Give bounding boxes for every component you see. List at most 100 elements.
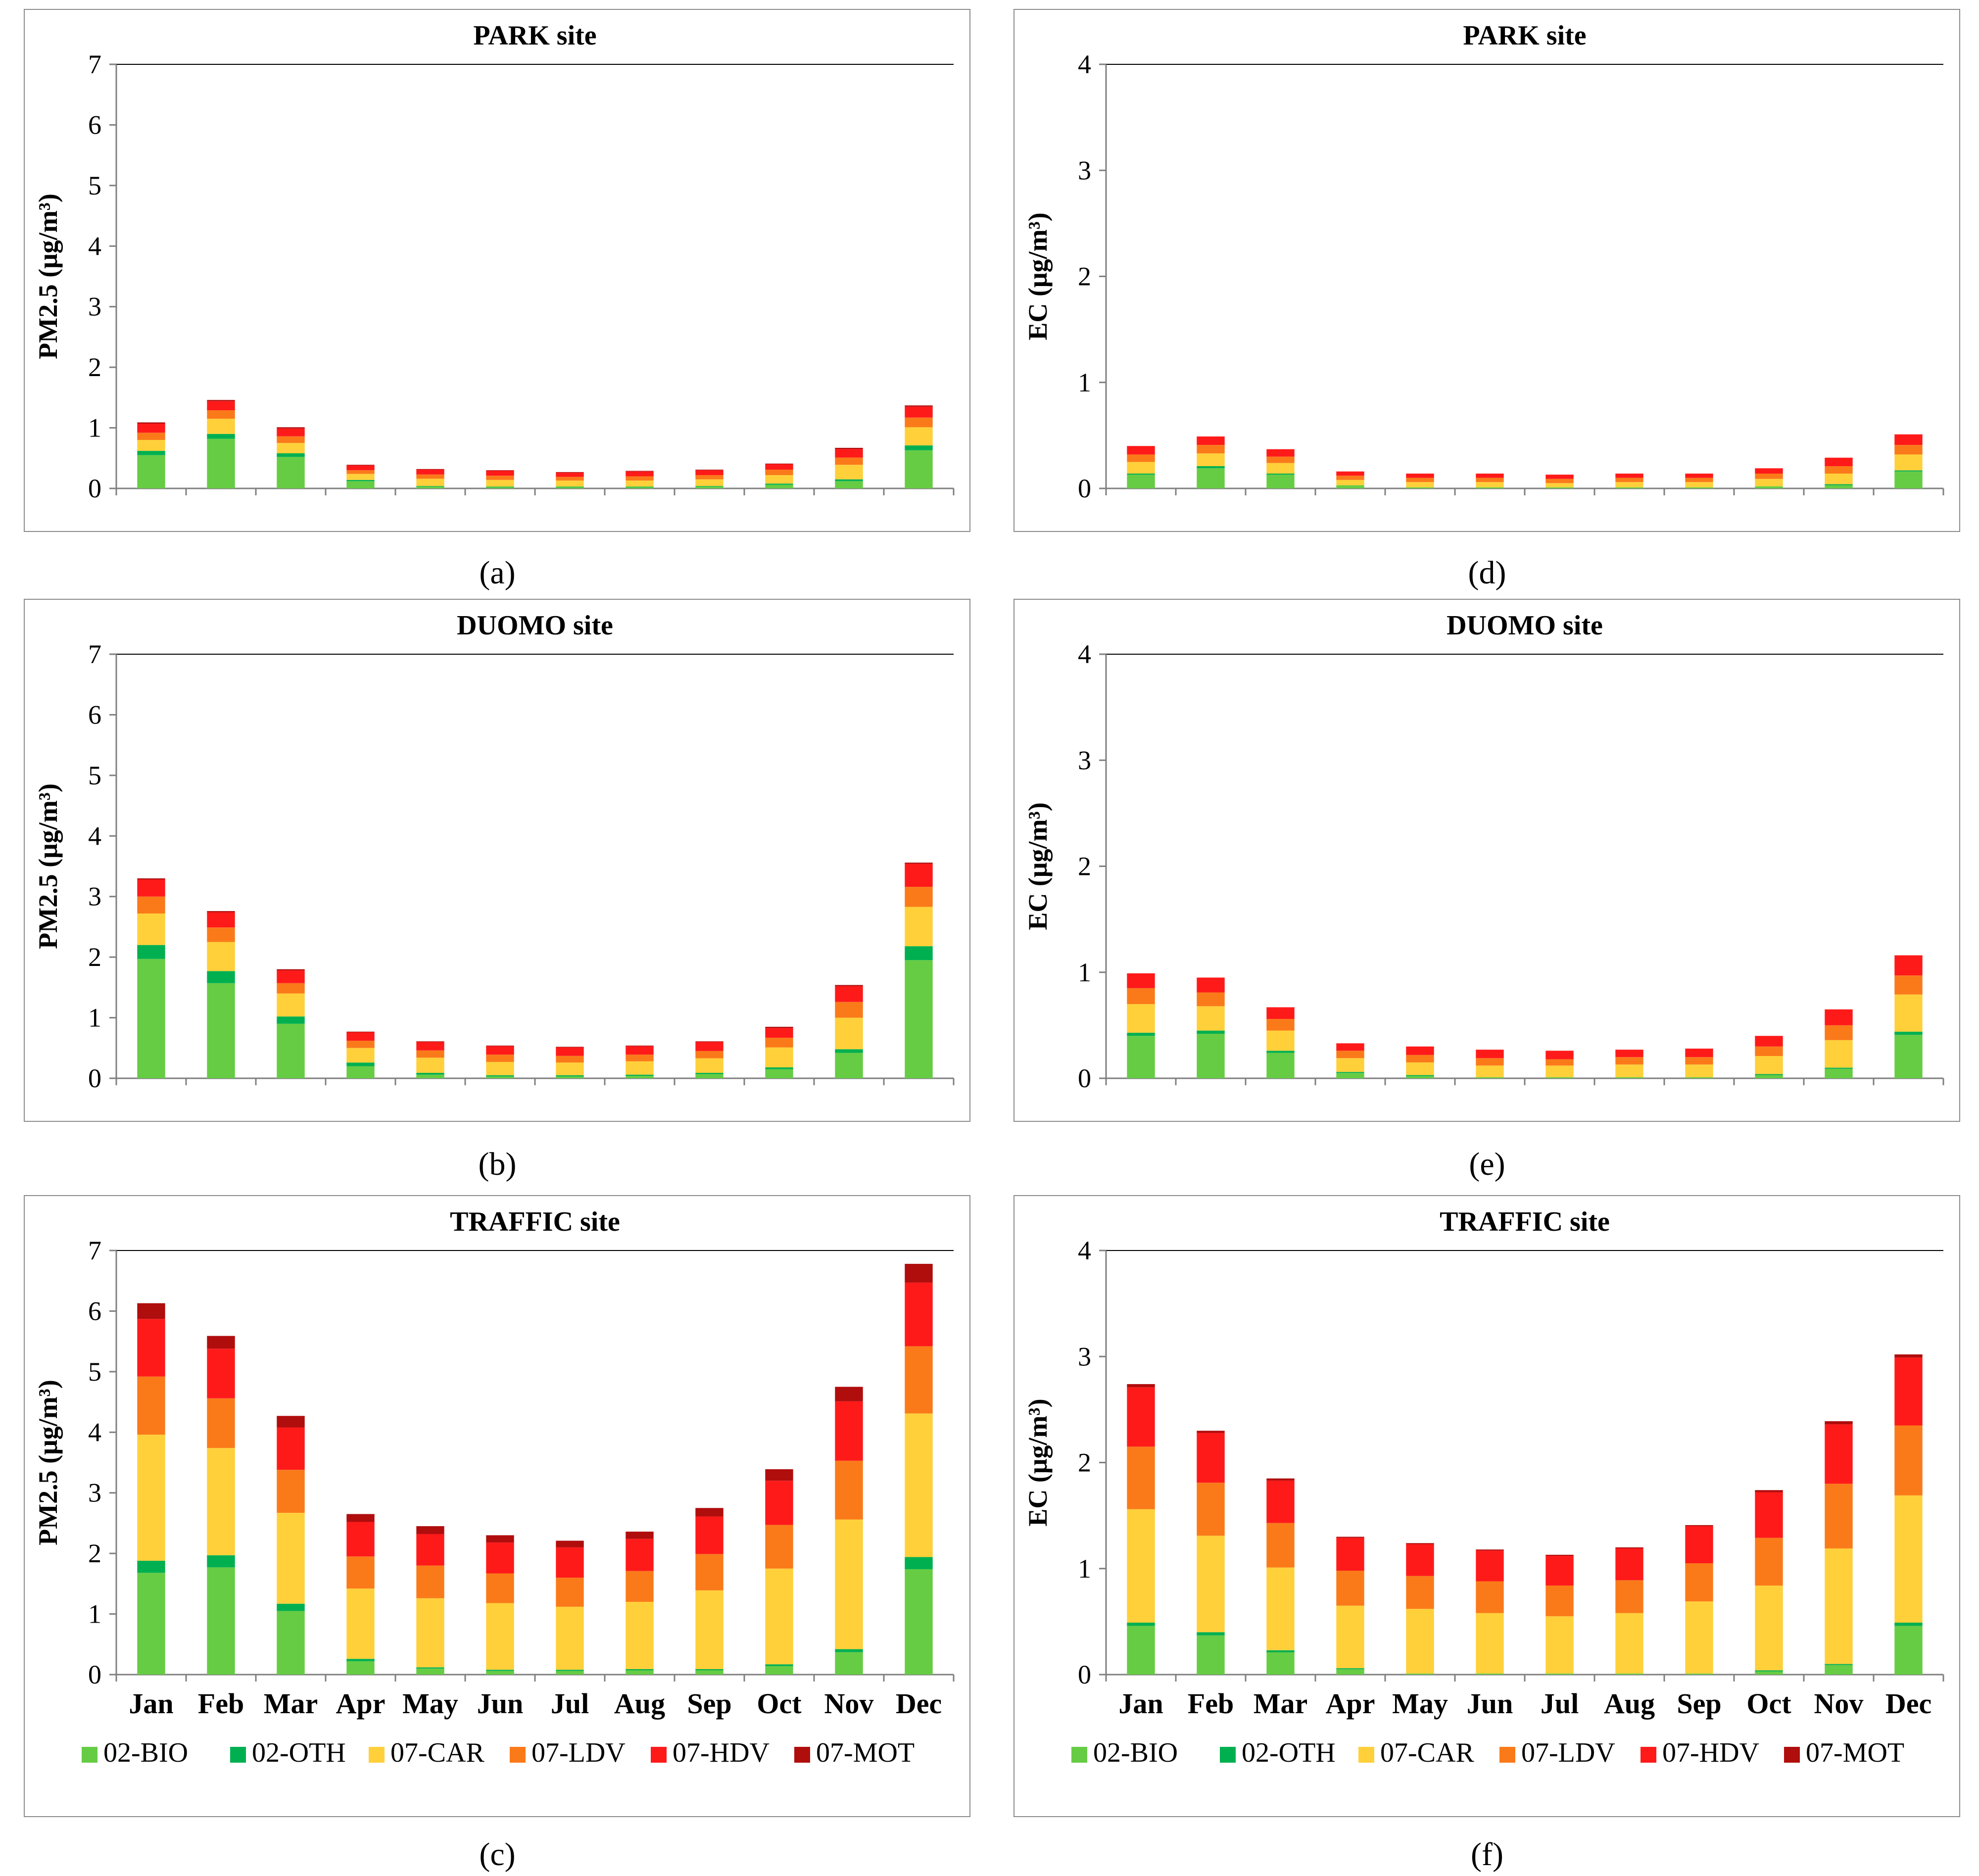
y-tick-label: 4 (88, 231, 101, 261)
y-tick-label: 3 (1078, 1342, 1091, 1371)
bar-c-feb-07-mot (207, 1336, 235, 1349)
bar-c-may-02-bio (416, 1668, 444, 1675)
legend-swatch-02-bio (1071, 1747, 1087, 1763)
bar-c-jun-07-hdv (486, 1542, 514, 1574)
bar-d-feb-02-oth (1197, 466, 1225, 469)
y-tick-label: 5 (88, 1357, 101, 1387)
bar-d-dec-07-ldv (1894, 445, 1923, 455)
bar-d-aug-07-car (1615, 482, 1643, 487)
bar-d-jul-07-ldv (1545, 479, 1574, 483)
bar-b-feb-02-bio (207, 983, 235, 1078)
bar-a-jul-07-car (556, 481, 584, 487)
bar-f-aug-07-hdv (1615, 1548, 1643, 1581)
bar-e-may-07-car (1406, 1062, 1434, 1075)
bar-d-may-02-bio (1406, 487, 1434, 488)
bar-b-sep-07-ldv (695, 1051, 724, 1058)
bar-e-jan-02-oth (1127, 1032, 1155, 1036)
bar-b-oct-07-car (765, 1047, 793, 1067)
legend-label-07-hdv: 07-HDV (1662, 1737, 1759, 1768)
bar-b-nov-07-mot (835, 985, 863, 986)
bar-a-aug-07-car (626, 481, 654, 487)
bar-f-apr-07-mot (1336, 1537, 1364, 1538)
bar-d-nov-07-hdv (1825, 457, 1853, 467)
bar-b-feb-07-car (207, 942, 235, 971)
bar-f-jul-07-hdv (1545, 1556, 1574, 1586)
y-tick-label: 3 (1078, 745, 1091, 775)
y-tick-label: 4 (1078, 49, 1091, 79)
bar-d-mar-02-bio (1266, 475, 1295, 488)
bar-f-sep-07-car (1685, 1601, 1713, 1674)
legend-swatch-02-oth (230, 1747, 246, 1763)
bar-b-jun-07-car (486, 1061, 514, 1075)
bar-b-feb-07-ldv (207, 927, 235, 942)
bar-b-feb-07-hdv (207, 912, 235, 928)
bar-f-dec-07-ldv (1894, 1425, 1923, 1495)
bar-a-may-07-car (416, 479, 444, 486)
bar-a-jan-02-oth (137, 451, 165, 455)
bar-c-mar-02-oth (277, 1603, 305, 1611)
bar-c-jun-07-mot (486, 1535, 514, 1543)
y-tick-label: 6 (88, 110, 101, 140)
x-tick-label-nov: Nov (824, 1687, 874, 1720)
bar-a-aug-07-hdv (626, 471, 654, 477)
bar-f-nov-07-mot (1825, 1421, 1853, 1425)
bar-b-jul-02-bio (556, 1076, 584, 1078)
bar-c-feb-07-car (207, 1448, 235, 1555)
bar-a-apr-07-car (346, 474, 375, 480)
bar-c-oct-02-bio (765, 1666, 793, 1675)
bar-c-jan-07-hdv (137, 1319, 165, 1377)
bar-f-may-07-ldv (1406, 1576, 1434, 1609)
bar-c-apr-07-car (346, 1588, 375, 1659)
bar-c-jul-07-ldv (556, 1578, 584, 1607)
bar-b-aug-07-hdv (626, 1046, 654, 1055)
bar-a-aug-07-ldv (626, 476, 654, 481)
x-tick-label-dec: Dec (1885, 1687, 1931, 1720)
bar-e-jul-02-bio (1545, 1077, 1574, 1078)
bar-f-dec-07-car (1894, 1495, 1923, 1623)
chart-d-svg: PARK site 0 1 2 3 4 EC (μg/m³) (1023, 20, 1944, 503)
bar-c-aug-07-ldv (626, 1571, 654, 1602)
y-tick-label: 3 (88, 882, 101, 912)
x-tick-label-mar: Mar (1254, 1687, 1308, 1720)
x-tick-label-aug: Aug (614, 1687, 665, 1720)
x-tick-label-sep: Sep (687, 1687, 731, 1720)
bar-e-mar-07-hdv (1266, 1007, 1295, 1019)
chart-panel-e: DUOMO site 0 1 2 3 4 EC (μg/m³) (1014, 599, 1960, 1122)
x-tick-label-nov: Nov (1814, 1687, 1864, 1720)
bar-d-jul-07-hdv (1545, 475, 1574, 479)
bar-e-mar-07-ldv (1266, 1019, 1295, 1031)
bar-e-nov-02-bio (1825, 1068, 1853, 1078)
bar-f-jan-07-car (1127, 1509, 1155, 1623)
bar-b-jun-07-hdv (486, 1046, 514, 1055)
bar-c-may-07-ldv (416, 1565, 444, 1598)
bar-f-nov-07-hdv (1825, 1424, 1853, 1484)
bar-e-mar-02-oth (1266, 1051, 1295, 1053)
bar-f-feb-07-car (1197, 1536, 1225, 1633)
bar-a-jan-02-bio (137, 455, 165, 488)
bar-e-jan-02-bio (1127, 1036, 1155, 1078)
bar-f-mar-07-car (1266, 1567, 1295, 1650)
bar-d-sep-07-hdv (1685, 474, 1713, 478)
bar-c-may-07-mot (416, 1526, 444, 1534)
bar-e-nov-07-car (1825, 1040, 1853, 1068)
bar-c-jun-02-oth (486, 1670, 514, 1671)
chart-f-ylabel: EC (μg/m³) (1023, 1398, 1053, 1526)
bar-a-nov-07-mot (835, 447, 863, 449)
bar-f-jan-07-mot (1127, 1384, 1155, 1388)
bar-b-jan-07-car (137, 913, 165, 945)
y-tick-label: 2 (88, 352, 101, 382)
bar-a-dec-07-car (905, 427, 933, 446)
bar-f-sep-07-hdv (1685, 1526, 1713, 1564)
y-tick-label: 3 (88, 1478, 101, 1508)
bar-b-mar-07-car (277, 993, 305, 1017)
legend-label-07-mot: 07-MOT (1806, 1737, 1904, 1768)
bar-f-apr-02-bio (1336, 1669, 1364, 1675)
legend-label-02-oth: 02-OTH (1242, 1737, 1336, 1768)
bar-d-oct-02-bio (1755, 486, 1783, 488)
bar-a-jul-02-bio (556, 487, 584, 488)
bar-c-jun-02-bio (486, 1671, 514, 1675)
y-tick-label: 0 (88, 1063, 101, 1093)
x-tick-label-sep: Sep (1677, 1687, 1721, 1720)
bar-d-dec-07-hdv (1894, 434, 1923, 445)
bar-f-dec-07-hdv (1894, 1357, 1923, 1426)
